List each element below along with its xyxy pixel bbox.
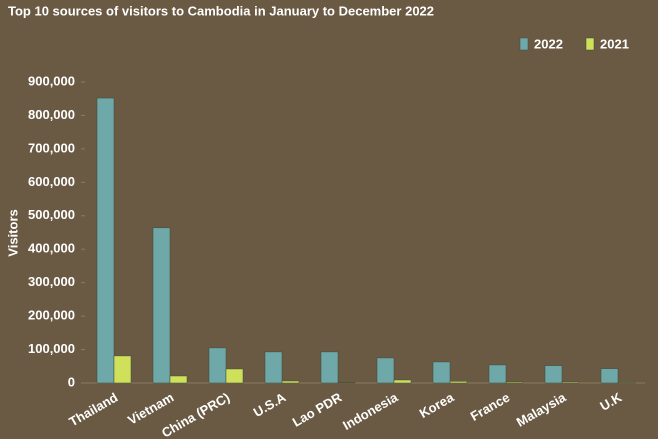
bar: [432, 361, 451, 384]
y-tick-label: 100,000: [28, 341, 75, 356]
y-tick-label: 800,000: [28, 107, 75, 122]
bar: [544, 365, 563, 384]
x-tick-label: Lao PDR: [290, 389, 345, 429]
legend-label: 2022: [534, 36, 563, 51]
x-tick-label: France: [468, 390, 512, 424]
y-tick-label: 500,000: [28, 207, 75, 222]
x-tick-label: Korea: [417, 389, 457, 421]
y-tick-label: 600,000: [28, 174, 75, 189]
bar: [393, 379, 412, 384]
bar: [169, 375, 188, 384]
bar: [505, 381, 524, 384]
bar: [617, 382, 636, 384]
bar: [320, 351, 339, 384]
x-tick-label: Indonesia: [340, 389, 401, 433]
x-tick-label: U.K: [597, 389, 624, 413]
bar: [96, 97, 115, 384]
y-tick-label: 200,000: [28, 308, 75, 323]
x-tick-label: Thailand: [66, 390, 120, 430]
bar: [264, 351, 283, 384]
y-tick-label: 300,000: [28, 274, 75, 289]
bar: [281, 380, 300, 384]
bar: [225, 368, 244, 384]
bar: [449, 381, 468, 384]
y-tick-label: 400,000: [28, 241, 75, 256]
y-tick-label: 0: [68, 374, 75, 389]
bar: [113, 355, 132, 384]
legend-swatch: [519, 37, 529, 51]
bar: [600, 368, 619, 384]
bar: [152, 227, 171, 384]
chart-title: Top 10 sources of visitors to Cambodia i…: [8, 3, 434, 18]
x-tick-label: Malaysia: [514, 389, 569, 429]
y-axis-label: Visitors: [5, 209, 20, 256]
bar: [208, 347, 227, 384]
y-tick-label: 700,000: [28, 140, 75, 155]
x-tick-label: U.S.A: [251, 389, 289, 420]
bar: [561, 381, 580, 384]
bar: [376, 357, 395, 384]
y-tick-label: 900,000: [28, 73, 75, 88]
bar: [488, 364, 507, 384]
legend-label: 2021: [600, 36, 629, 51]
legend-swatch: [585, 37, 595, 51]
